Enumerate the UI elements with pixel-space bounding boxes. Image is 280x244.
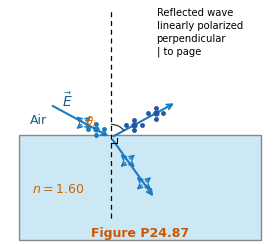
Text: $\theta_i$: $\theta_i$ bbox=[85, 114, 96, 130]
Text: Reflected wave
linearly polarized
perpendicular
| to page: Reflected wave linearly polarized perpen… bbox=[157, 8, 243, 57]
Text: $\vec{E}$: $\vec{E}$ bbox=[62, 92, 73, 111]
Text: $n = 1.60$: $n = 1.60$ bbox=[32, 183, 85, 196]
Text: Figure P24.87: Figure P24.87 bbox=[91, 226, 189, 240]
Bar bbox=[19, 135, 261, 240]
Text: Air: Air bbox=[30, 114, 47, 127]
